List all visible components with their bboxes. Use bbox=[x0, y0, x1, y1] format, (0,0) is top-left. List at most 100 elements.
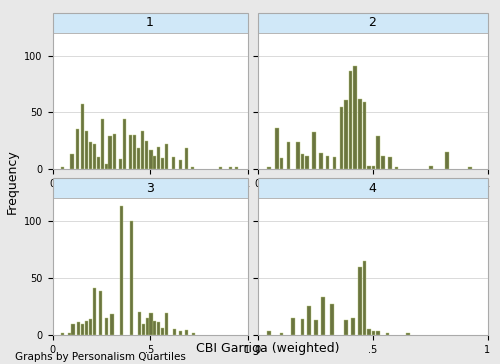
Bar bbox=[157, 323, 160, 335]
Bar bbox=[344, 320, 348, 335]
Text: Graphs by Personalism Quartiles: Graphs by Personalism Quartiles bbox=[15, 352, 186, 362]
Bar bbox=[150, 313, 152, 335]
Bar bbox=[358, 266, 362, 335]
Bar bbox=[184, 148, 188, 169]
Bar bbox=[367, 166, 371, 169]
Bar bbox=[326, 155, 330, 169]
Bar bbox=[104, 163, 108, 169]
Bar bbox=[362, 261, 366, 335]
Bar bbox=[178, 332, 182, 335]
Bar bbox=[178, 160, 182, 169]
Bar bbox=[354, 66, 357, 169]
Bar bbox=[89, 319, 92, 335]
Bar bbox=[60, 333, 64, 335]
Text: 2: 2 bbox=[368, 16, 376, 29]
Bar bbox=[314, 320, 318, 335]
Bar bbox=[267, 167, 271, 169]
Bar bbox=[98, 290, 102, 335]
Bar bbox=[114, 134, 116, 169]
Bar bbox=[85, 321, 88, 335]
Text: Frequency: Frequency bbox=[6, 150, 19, 214]
Bar bbox=[161, 158, 164, 169]
Bar bbox=[192, 333, 196, 335]
Bar bbox=[351, 318, 355, 335]
Bar bbox=[144, 141, 148, 169]
Bar bbox=[430, 166, 433, 169]
Bar bbox=[230, 167, 232, 169]
Bar bbox=[110, 314, 114, 335]
Bar bbox=[286, 142, 290, 169]
Bar bbox=[406, 333, 410, 335]
Bar bbox=[120, 206, 124, 335]
Bar bbox=[372, 166, 376, 169]
Bar bbox=[275, 128, 279, 169]
Bar bbox=[150, 150, 152, 169]
Bar bbox=[173, 329, 176, 335]
Bar bbox=[123, 119, 126, 169]
Bar bbox=[468, 167, 472, 169]
Bar bbox=[157, 146, 160, 169]
Bar bbox=[319, 153, 322, 169]
Bar bbox=[376, 136, 380, 169]
Bar bbox=[142, 324, 144, 335]
Bar bbox=[165, 144, 168, 169]
Bar bbox=[308, 306, 311, 335]
Bar bbox=[267, 332, 271, 335]
Bar bbox=[172, 157, 175, 169]
Bar bbox=[68, 333, 70, 335]
Bar bbox=[300, 154, 304, 169]
Bar bbox=[367, 329, 371, 335]
Bar bbox=[300, 319, 304, 335]
Bar bbox=[388, 157, 392, 169]
Bar bbox=[358, 99, 362, 169]
Bar bbox=[280, 158, 283, 169]
Bar bbox=[146, 318, 148, 335]
Bar bbox=[154, 155, 156, 169]
Bar bbox=[93, 144, 96, 169]
Bar bbox=[395, 167, 398, 169]
Bar bbox=[81, 324, 84, 335]
Bar bbox=[292, 318, 295, 335]
Bar bbox=[89, 142, 92, 169]
Bar bbox=[161, 328, 164, 335]
Bar bbox=[235, 167, 238, 169]
Bar bbox=[344, 100, 348, 169]
Bar bbox=[81, 104, 84, 169]
Bar bbox=[133, 135, 136, 169]
Text: 4: 4 bbox=[368, 182, 376, 195]
Bar bbox=[130, 221, 133, 335]
Bar bbox=[381, 155, 384, 169]
Bar bbox=[70, 154, 74, 169]
Bar bbox=[184, 331, 188, 335]
Bar bbox=[76, 130, 80, 169]
Bar bbox=[97, 157, 100, 169]
Bar bbox=[386, 333, 390, 335]
Text: 1: 1 bbox=[146, 16, 154, 29]
Bar bbox=[129, 135, 132, 169]
Bar bbox=[136, 148, 140, 169]
Bar bbox=[296, 142, 300, 169]
Bar bbox=[305, 155, 309, 169]
Bar bbox=[376, 332, 380, 335]
Bar bbox=[446, 152, 449, 169]
Bar bbox=[60, 167, 64, 169]
Bar bbox=[104, 318, 108, 335]
Bar bbox=[312, 132, 316, 169]
Bar bbox=[332, 157, 336, 169]
Bar bbox=[72, 324, 74, 335]
Bar bbox=[372, 332, 376, 335]
Bar bbox=[138, 312, 141, 335]
Bar bbox=[140, 131, 144, 169]
Text: CBI Garriga (weighted): CBI Garriga (weighted) bbox=[196, 342, 339, 355]
Bar bbox=[165, 313, 168, 335]
Bar bbox=[78, 323, 80, 335]
Bar bbox=[108, 136, 112, 169]
Bar bbox=[100, 119, 104, 169]
Text: 3: 3 bbox=[146, 182, 154, 195]
Bar bbox=[362, 102, 366, 169]
Bar bbox=[218, 167, 222, 169]
Bar bbox=[93, 288, 96, 335]
Bar bbox=[349, 71, 352, 169]
Bar bbox=[154, 321, 156, 335]
Bar bbox=[119, 159, 122, 169]
